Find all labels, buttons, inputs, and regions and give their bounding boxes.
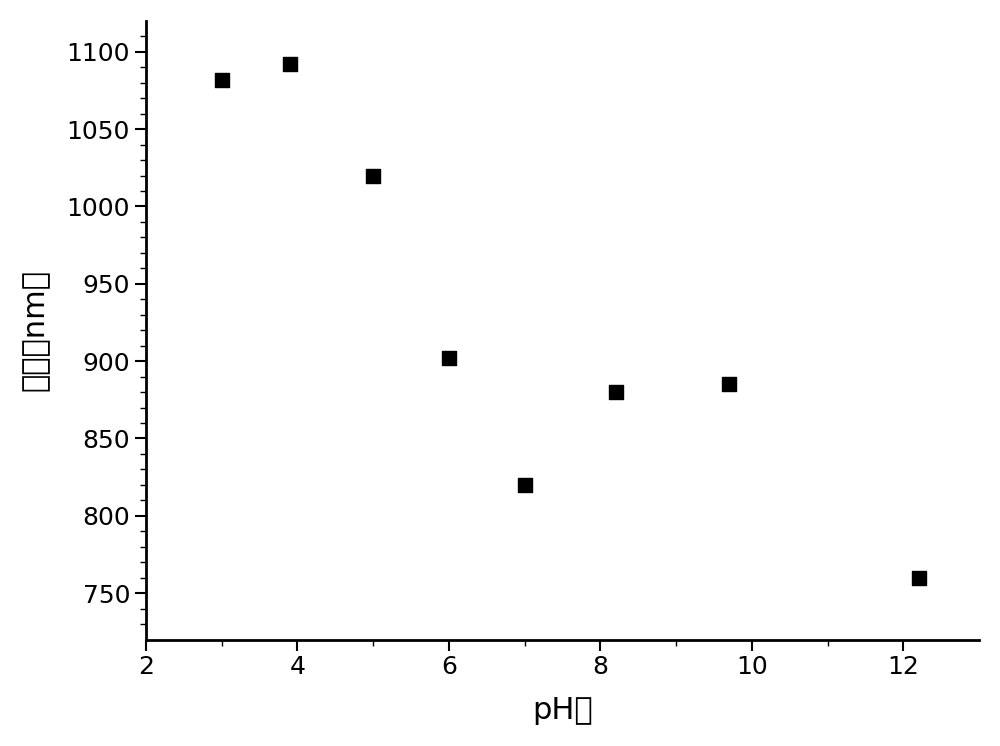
Point (911, 571, 927, 583)
Point (441, 352, 457, 364)
X-axis label: pH値: pH値 (532, 696, 593, 725)
Point (365, 169, 381, 181)
Y-axis label: 粒径（nm）: 粒径（nm） (21, 269, 50, 391)
Point (214, 74, 230, 86)
Point (608, 386, 624, 398)
Point (517, 479, 533, 491)
Point (282, 58, 298, 70)
Point (721, 378, 737, 390)
